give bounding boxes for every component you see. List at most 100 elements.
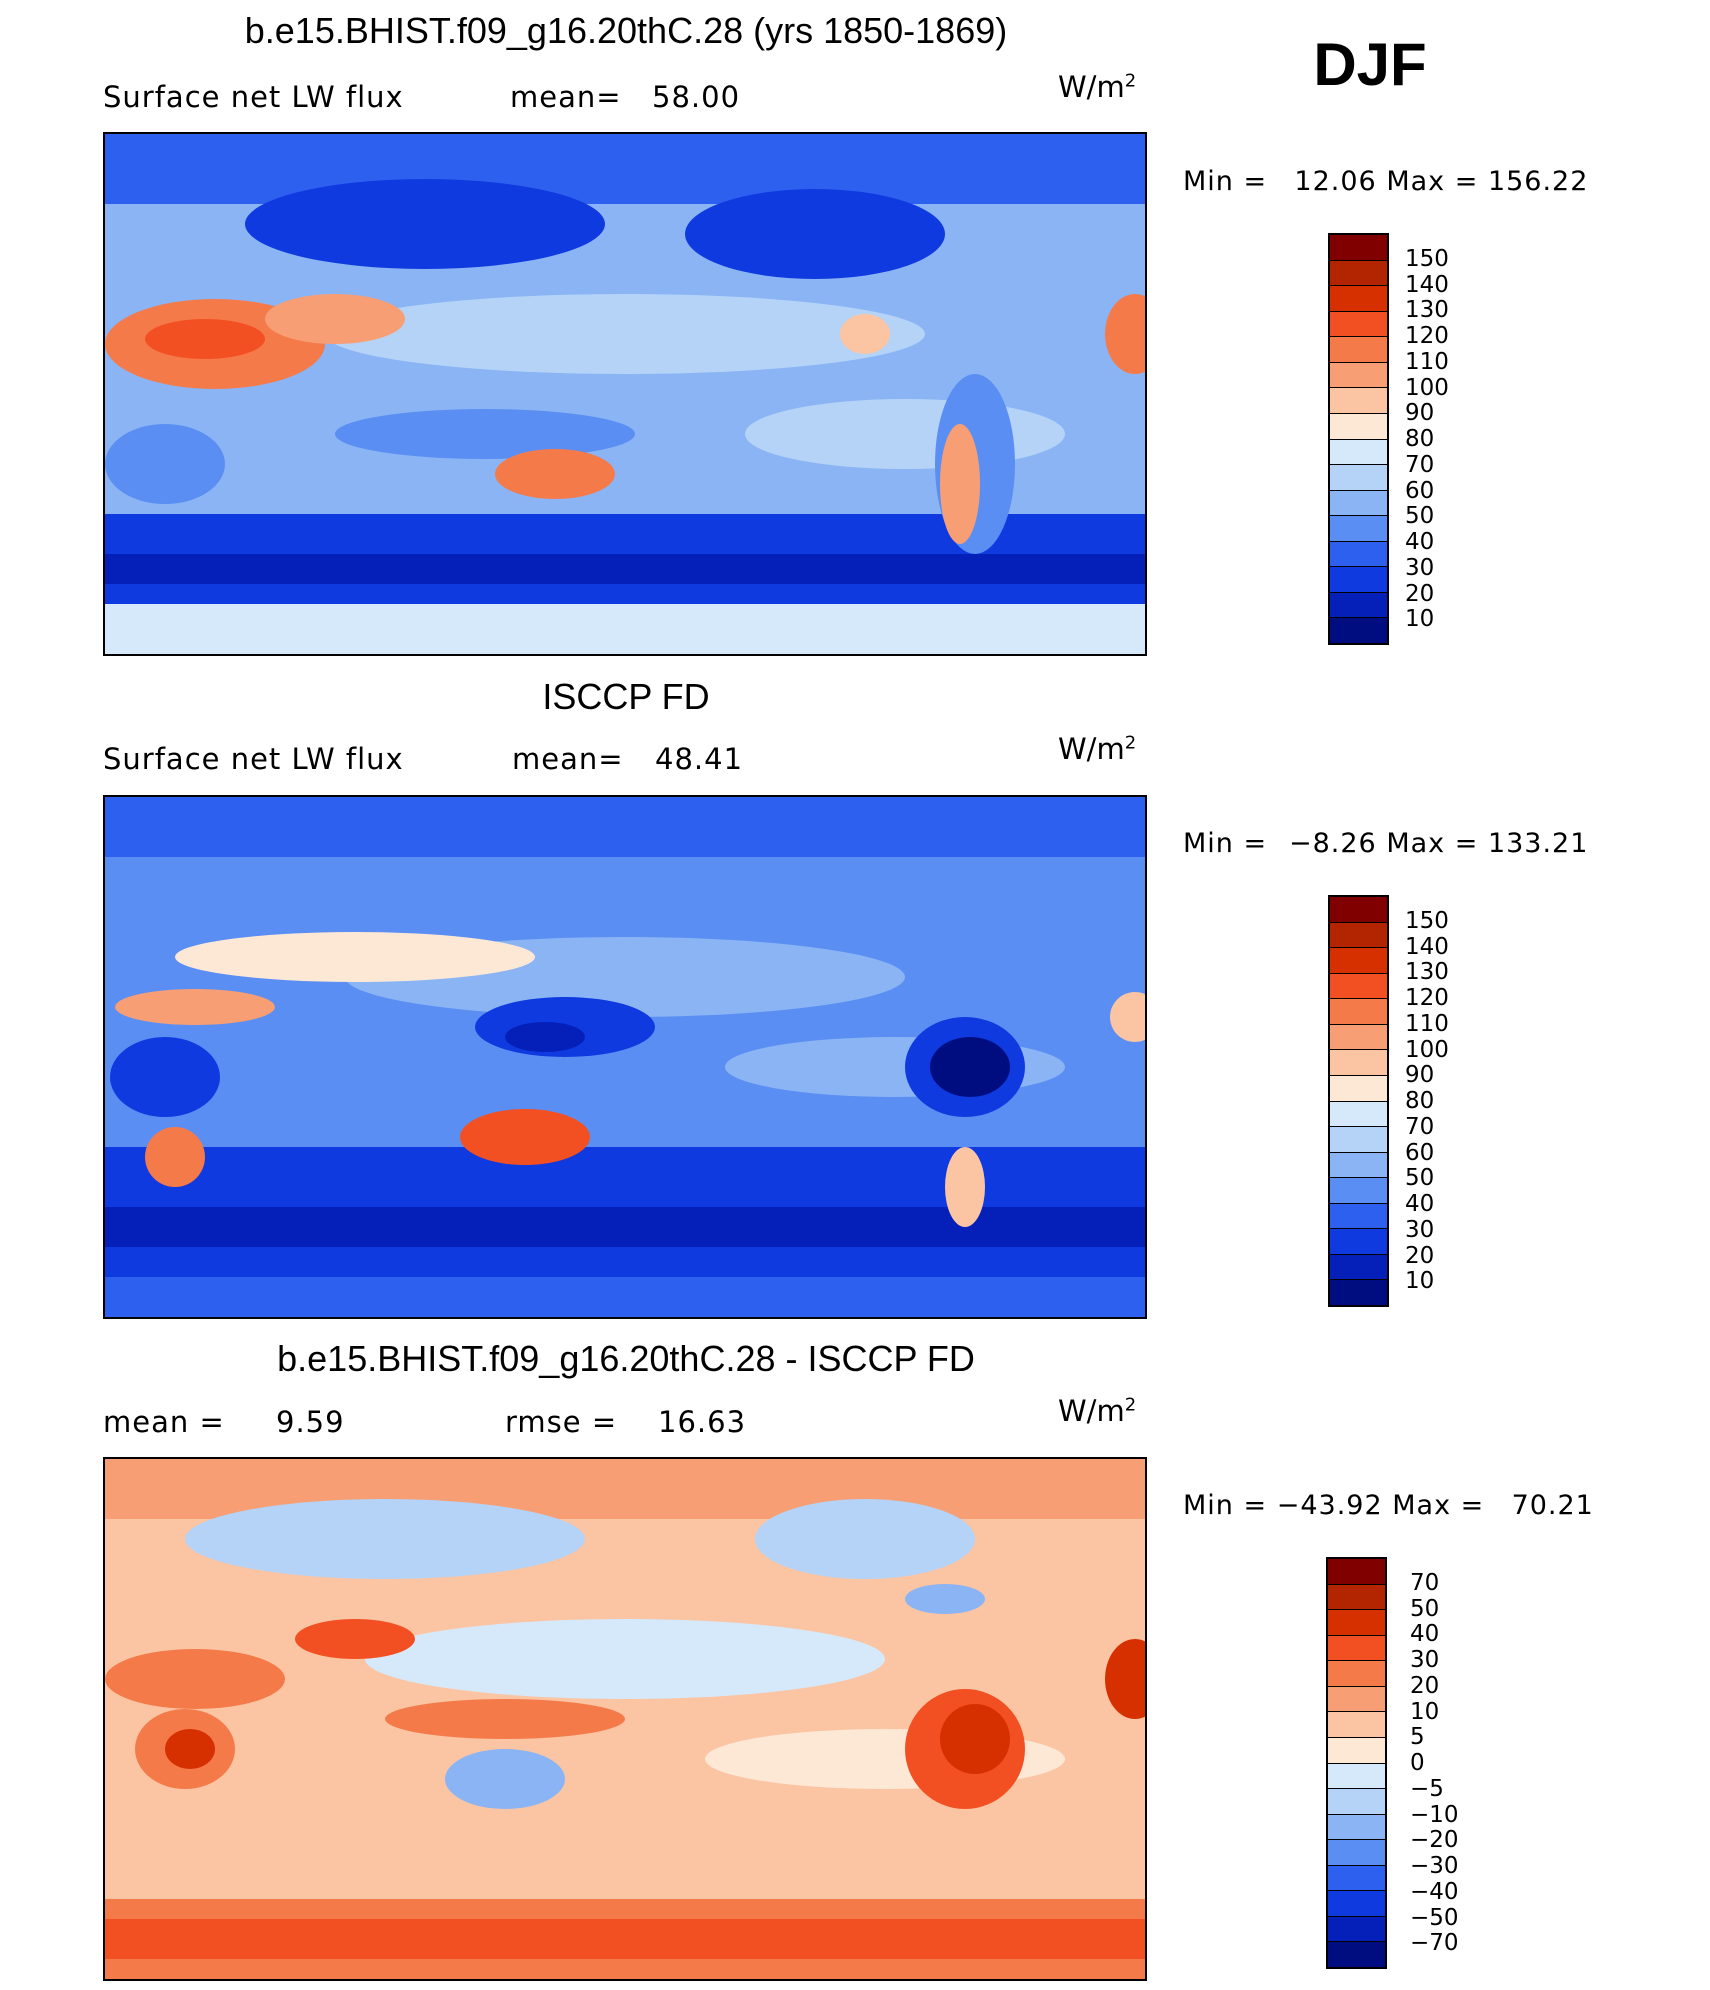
panel-3-map	[103, 1457, 1147, 1981]
colorbar-swatch	[1330, 388, 1387, 414]
colorbar-swatch	[1330, 1101, 1387, 1128]
colorbar-swatch	[1330, 1280, 1387, 1305]
colorbar-tick-label: 120	[1405, 323, 1449, 349]
colorbar-swatch	[1330, 413, 1387, 440]
colorbar-tick-label: 90	[1405, 400, 1435, 427]
colorbar-swatch	[1330, 999, 1387, 1025]
colorbar-swatch	[1328, 1559, 1385, 1585]
colorbar-swatch	[1328, 1942, 1385, 1967]
panel-2-max-label: Max =	[1386, 828, 1479, 859]
panel-2-min-label: Min =	[1183, 828, 1268, 859]
colorbar-swatch	[1330, 1127, 1387, 1153]
colorbar-tick-label: 100	[1405, 1036, 1449, 1063]
colorbar-tick-label: 80	[1405, 426, 1435, 452]
colorbar-swatch	[1328, 1814, 1385, 1841]
panel-2-max-value: 133.21	[1487, 828, 1589, 859]
colorbar-swatch	[1330, 465, 1387, 491]
colorbar-tick-label: 40	[1405, 1191, 1435, 1217]
season-label: DJF	[1313, 31, 1427, 98]
colorbar-tick-label: 50	[1410, 1595, 1440, 1622]
colorbar-swatch	[1328, 1610, 1385, 1636]
colorbar-swatch	[1328, 1763, 1385, 1790]
colorbar-tick-label: 10	[1410, 1698, 1440, 1725]
panel-1-minmax: Min = 12.06 Max = 156.22	[1183, 166, 1588, 197]
panel-3-units: W/m2	[1058, 1394, 1137, 1428]
colorbar-tick-label: 120	[1405, 985, 1449, 1011]
colorbar-tick-label: 130	[1405, 959, 1449, 986]
colorbar-tick-label: 140	[1405, 933, 1449, 960]
colorbar-tick-label: 100	[1405, 374, 1449, 401]
colorbar-tick-label: 50	[1405, 503, 1435, 530]
colorbar-swatch	[1328, 1737, 1385, 1764]
colorbar-tick-label: 70	[1405, 451, 1435, 478]
panel-1-units: W/m2	[1058, 70, 1137, 104]
colorbar-swatch	[1330, 260, 1387, 287]
colorbar-swatch	[1330, 922, 1387, 949]
colorbar-swatch	[1330, 567, 1387, 593]
colorbar-tick-label: 50	[1405, 1165, 1435, 1192]
panel-3-max-label: Max =	[1392, 1490, 1485, 1521]
colorbar-tick-label: 20	[1405, 1242, 1435, 1269]
colorbar-swatch	[1330, 516, 1387, 542]
panel-1-field	[105, 134, 1145, 654]
colorbar-swatch	[1330, 235, 1387, 261]
panel-3-colorbar-labels: 70 50 40 30 20 10 5 0 −5 −10 −20 −30 −40 −50 −70	[1410, 1557, 1490, 1969]
colorbar-tick-label: 30	[1405, 1216, 1435, 1243]
panel-1-variable-label: Surface net LW flux	[103, 80, 404, 114]
colorbar-tick-label: 70	[1410, 1569, 1440, 1596]
colorbar-tick-label: −40	[1410, 1878, 1459, 1905]
panel-2-map	[103, 795, 1147, 1319]
colorbar-tick-label: 80	[1405, 1088, 1435, 1114]
colorbar-tick-label: 30	[1410, 1647, 1440, 1673]
colorbar-swatch	[1328, 1635, 1385, 1662]
colorbar-tick-label: −10	[1410, 1801, 1459, 1828]
panel-2-colorbar	[1328, 895, 1389, 1307]
panel-3-min-label: Min =	[1183, 1490, 1268, 1521]
colorbar-tick-label: 5	[1410, 1724, 1425, 1751]
colorbar-swatch	[1330, 337, 1387, 363]
colorbar-swatch	[1330, 1152, 1387, 1179]
panel-1-map	[103, 132, 1147, 656]
colorbar-tick-label: 90	[1405, 1062, 1435, 1089]
colorbar-tick-label: 40	[1405, 529, 1435, 555]
colorbar-tick-label: 30	[1405, 554, 1435, 581]
panel-2-title: ISCCP FD	[542, 676, 710, 717]
colorbar-tick-label: −30	[1410, 1853, 1459, 1879]
colorbar-swatch	[1328, 1686, 1385, 1713]
panel-2-units: W/m2	[1058, 732, 1137, 766]
panel-3-title: b.e15.BHIST.f09_g16.20thC.28 - ISCCP FD	[277, 1338, 975, 1379]
panel-3-max-value: 70.21	[1511, 1490, 1594, 1521]
panel-3-rmse-value: 16.63	[658, 1405, 747, 1439]
panel-3-minmax: Min = −43.92 Max = 70.21	[1183, 1490, 1594, 1521]
colorbar-tick-label: 130	[1405, 297, 1449, 324]
panel-1-mean-value: 58.00	[652, 80, 741, 114]
panel-1-max-label: Max =	[1386, 166, 1479, 197]
colorbar-swatch	[1328, 1661, 1385, 1687]
panel-1-title: b.e15.BHIST.f09_g16.20thC.28 (yrs 1850-1…	[244, 10, 1008, 51]
colorbar-tick-label: −20	[1410, 1827, 1459, 1854]
colorbar-swatch	[1330, 948, 1387, 974]
colorbar-swatch	[1328, 1584, 1385, 1611]
panel-3-colorbar	[1326, 1557, 1387, 1969]
colorbar-swatch	[1328, 1891, 1385, 1917]
colorbar-tick-label: 110	[1405, 1010, 1449, 1037]
colorbar-swatch	[1330, 286, 1387, 312]
panel-2-mean-value: 48.41	[655, 742, 744, 776]
colorbar-swatch	[1330, 362, 1387, 389]
colorbar-tick-label: 10	[1405, 606, 1435, 633]
panel-2-mean-label: mean=	[512, 742, 624, 776]
panel-3-rmse-label: rmse =	[505, 1405, 618, 1439]
colorbar-swatch	[1330, 311, 1387, 338]
colorbar-tick-label: 0	[1410, 1750, 1425, 1776]
panel-2-variable-label: Surface net LW flux	[103, 742, 404, 776]
colorbar-swatch	[1330, 973, 1387, 1000]
colorbar-tick-label: −5	[1410, 1775, 1444, 1802]
colorbar-swatch	[1330, 1178, 1387, 1204]
panel-2-colorbar-labels: 150 140 130 120 110 100 90 80 70 60 50 40 30 20 10	[1405, 895, 1485, 1307]
colorbar-tick-label: 110	[1405, 348, 1449, 375]
colorbar-tick-label: 20	[1405, 580, 1435, 607]
panel-1-min-label: Min =	[1183, 166, 1268, 197]
colorbar-tick-label: 40	[1410, 1621, 1440, 1648]
colorbar-swatch	[1330, 439, 1387, 466]
colorbar-swatch	[1328, 1865, 1385, 1892]
